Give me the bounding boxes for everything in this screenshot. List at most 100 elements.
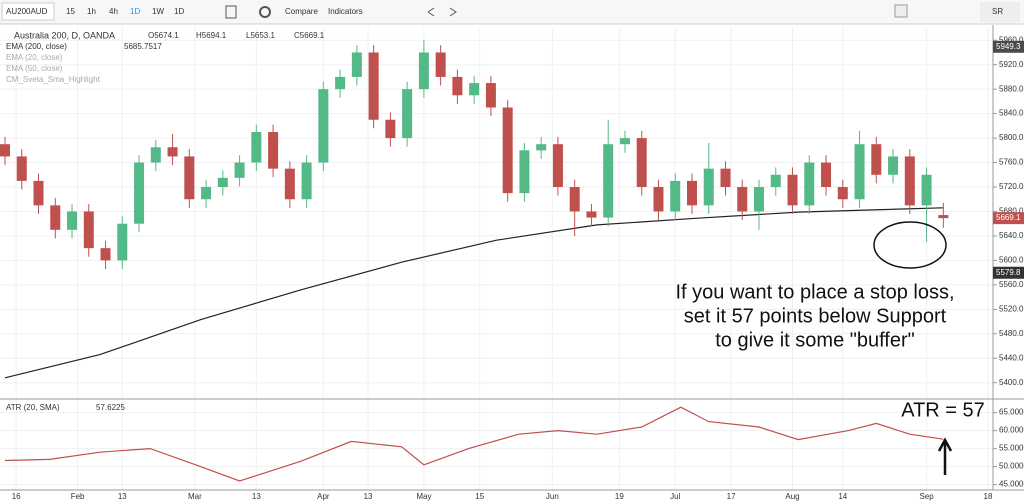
candle-body bbox=[636, 138, 647, 188]
candle-body bbox=[485, 83, 496, 108]
toolbar: AU200AUD 15 1h 4h 1D 1W 1D Compare Indic… bbox=[0, 0, 1024, 25]
interval-button[interactable]: 15 bbox=[66, 7, 75, 16]
toolbar-bg bbox=[0, 0, 1024, 24]
candle-body bbox=[117, 223, 128, 261]
candle-body bbox=[184, 156, 195, 200]
annotation: set it 57 points below Support bbox=[684, 305, 947, 327]
candle-body bbox=[452, 76, 463, 96]
candle-body bbox=[351, 52, 362, 77]
interval-button[interactable]: 1W bbox=[152, 7, 164, 16]
account[interactable]: SR bbox=[992, 7, 1003, 16]
y-tick-label: 45.0000 bbox=[999, 480, 1024, 489]
y-tick-label: 5520.0 bbox=[999, 304, 1024, 313]
candle-body bbox=[234, 162, 245, 178]
y-tick-label: 5560.0 bbox=[999, 280, 1024, 289]
candle-body bbox=[301, 162, 312, 200]
x-tick-label: Apr bbox=[317, 492, 330, 501]
candle-body bbox=[435, 52, 446, 77]
candle-body bbox=[16, 156, 27, 181]
candle-body bbox=[888, 156, 899, 175]
candle-body bbox=[67, 211, 78, 230]
indicator-value: 57.6225 bbox=[96, 403, 125, 412]
candle-body bbox=[0, 144, 10, 157]
candle-body bbox=[201, 187, 212, 200]
price-marker-label: 5949.3 bbox=[996, 42, 1021, 51]
y-tick-label: 60.0000 bbox=[999, 426, 1024, 435]
candle-body bbox=[402, 89, 413, 139]
y-tick-label: 5880.0 bbox=[999, 84, 1024, 93]
indicator-line bbox=[4, 406, 944, 482]
undo-redo-icons[interactable] bbox=[427, 7, 457, 17]
candle-body bbox=[469, 83, 480, 96]
y-tick-label: 5440.0 bbox=[999, 353, 1024, 362]
layout-icon[interactable] bbox=[894, 4, 908, 18]
candle-body bbox=[804, 162, 815, 206]
y-tick-label: 5720.0 bbox=[999, 182, 1024, 191]
candle-body bbox=[720, 168, 731, 188]
arrow bbox=[937, 437, 953, 475]
y-tick-label: 5600.0 bbox=[999, 256, 1024, 265]
compare-button[interactable]: Compare bbox=[285, 7, 318, 16]
indicator-value: 5685.7517 bbox=[124, 42, 162, 51]
candle-body bbox=[335, 76, 346, 90]
price-marker bbox=[993, 40, 1024, 53]
support-circle bbox=[873, 221, 947, 269]
indicator-name: EMA (200, close) bbox=[6, 42, 67, 51]
y-tick-label: 65.0000 bbox=[999, 408, 1024, 417]
interval-button[interactable]: 1h bbox=[87, 7, 96, 16]
candle-body bbox=[770, 174, 781, 188]
overlay-line bbox=[4, 207, 944, 379]
x-tick-label: 13 bbox=[118, 492, 127, 501]
annotation: If you want to place a stop loss, bbox=[675, 281, 954, 303]
x-tick-label: 14 bbox=[838, 492, 847, 501]
hidden-indicator: EMA (20, close) bbox=[6, 53, 63, 62]
symbol[interactable]: AU200AUD bbox=[6, 7, 48, 16]
candle-body bbox=[134, 162, 145, 224]
candle-body bbox=[737, 187, 748, 212]
candle-body bbox=[569, 187, 580, 212]
price-marker-label: 5669.1 bbox=[996, 213, 1021, 222]
candle-body bbox=[268, 131, 279, 169]
y-tick-label: 5800.0 bbox=[999, 133, 1024, 142]
candle-body bbox=[284, 168, 295, 200]
candle-body bbox=[251, 131, 262, 163]
candle-body bbox=[586, 211, 597, 218]
y-tick-label: 5680.0 bbox=[999, 207, 1024, 216]
x-tick-label: 16 bbox=[12, 492, 21, 501]
settings-icon[interactable] bbox=[259, 6, 271, 18]
interval-button[interactable]: 1D bbox=[174, 7, 184, 16]
y-tick-label: 5840.0 bbox=[999, 109, 1024, 118]
price-marker bbox=[993, 212, 1024, 225]
chart-style-icon[interactable] bbox=[225, 5, 237, 19]
candle-body bbox=[837, 187, 848, 200]
x-tick-label: 18 bbox=[984, 492, 993, 501]
atr-annotation: ATR = 57 bbox=[901, 399, 985, 421]
price-marker-label: 5579.8 bbox=[996, 268, 1021, 277]
account-box[interactable] bbox=[980, 2, 1020, 22]
candle-body bbox=[653, 187, 664, 212]
candle-body bbox=[150, 147, 161, 163]
interval-button[interactable]: 4h bbox=[109, 7, 118, 16]
candle-body bbox=[686, 180, 697, 206]
indicators-button[interactable]: Indicators bbox=[328, 7, 363, 16]
legend: Australia 200, D, OANDA O5674.1 H5694.1 … bbox=[6, 30, 325, 412]
candle-body bbox=[754, 187, 765, 212]
y-tick-label: 5480.0 bbox=[999, 329, 1024, 338]
x-tick-label: Jul bbox=[670, 492, 680, 501]
candle-body bbox=[603, 144, 614, 218]
ohlc-label: L5653.1 bbox=[246, 31, 275, 40]
y-tick-label: 5960.0 bbox=[999, 35, 1024, 44]
candle-body bbox=[552, 144, 563, 188]
plot-area: 16 Feb 13 Mar 13 Apr 13 May 15 Jun 19 Jul 17 Aug 14 Sep… bbox=[0, 28, 1024, 501]
candle-body bbox=[83, 211, 94, 249]
y-tick-label: 50.0000 bbox=[999, 462, 1024, 471]
symbol-box[interactable] bbox=[1, 2, 55, 21]
interval-button[interactable]: 1D bbox=[130, 7, 140, 16]
candle-body bbox=[167, 147, 178, 157]
candle-body bbox=[703, 168, 714, 206]
ohlc-label: O5674.1 bbox=[148, 31, 179, 40]
candle-body bbox=[938, 215, 949, 219]
candle-body bbox=[318, 89, 329, 163]
